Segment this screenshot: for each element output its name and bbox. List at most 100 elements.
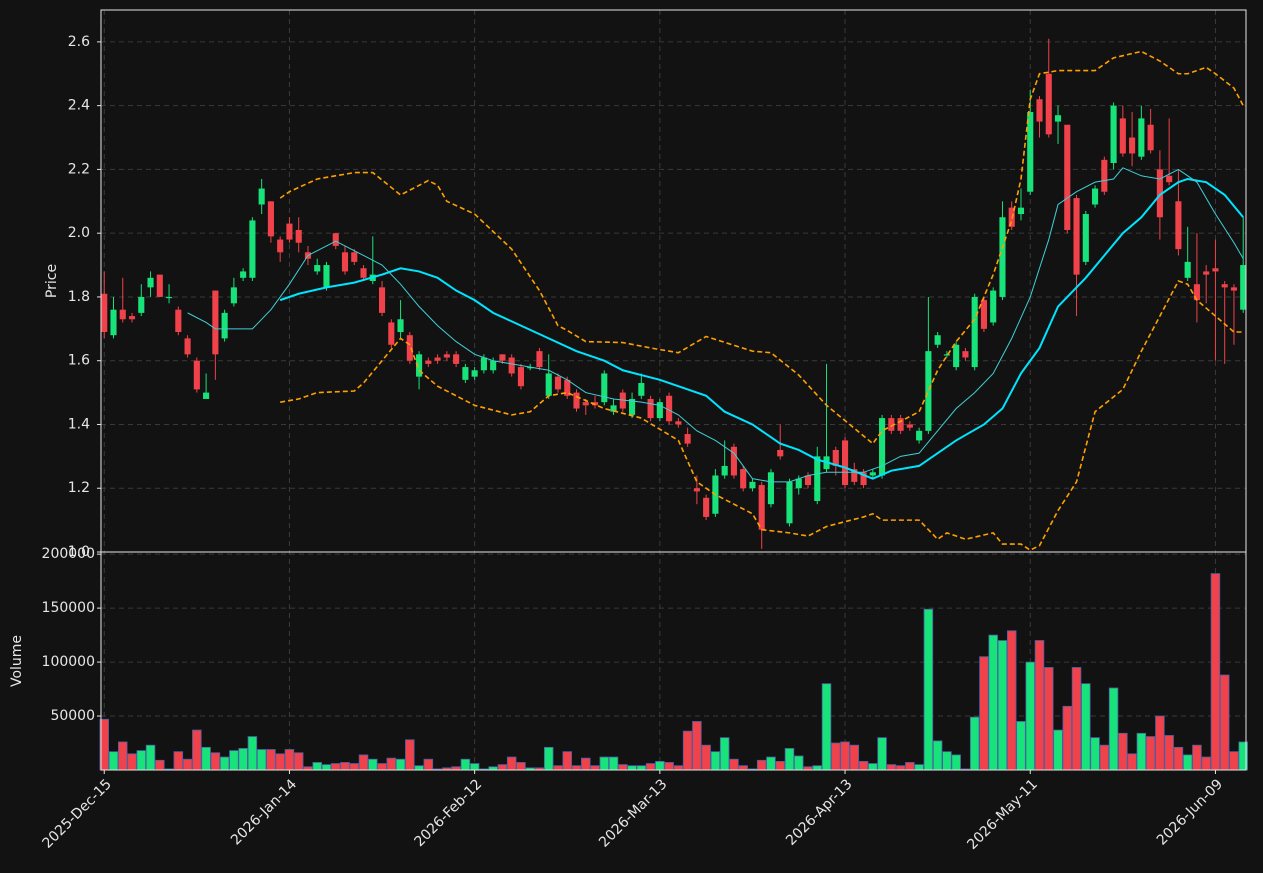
candle-body — [1147, 124, 1154, 151]
candle-body — [990, 290, 997, 323]
band-line — [280, 280, 1244, 552]
candle-body — [490, 360, 497, 371]
candle-body — [517, 367, 524, 387]
candle-body — [851, 469, 858, 482]
candle-body — [841, 440, 849, 486]
candle-body — [1082, 214, 1089, 262]
volume-bar — [849, 744, 860, 771]
candle-body — [860, 472, 867, 486]
volume-bar — [738, 765, 748, 771]
candle-body — [1221, 284, 1228, 288]
candle-body — [351, 252, 358, 262]
candle-body — [286, 223, 293, 240]
candle-body — [749, 481, 756, 489]
candle-body — [360, 268, 367, 278]
volume-bar — [1016, 721, 1026, 771]
candle-body — [267, 201, 274, 237]
y-tick-label: 2.6 — [68, 34, 90, 50]
volume-bar — [340, 762, 350, 771]
volume-bar — [1145, 736, 1156, 771]
volume-bar — [1044, 667, 1054, 771]
candle-body — [554, 376, 562, 390]
volume-bar — [127, 753, 137, 771]
candle-body — [277, 239, 284, 253]
volume-bar — [1182, 754, 1193, 771]
candle-body — [378, 287, 386, 313]
candle-body — [601, 373, 608, 403]
candle-body — [341, 252, 349, 272]
volume-bar — [1034, 640, 1045, 771]
y-tick-label: 1.0 — [68, 544, 90, 560]
candle-body — [388, 322, 395, 345]
candle-body — [786, 481, 793, 524]
volume-bar — [821, 683, 832, 771]
candle-body — [1184, 261, 1191, 278]
candle-body — [879, 418, 886, 476]
volume-bar — [266, 749, 276, 771]
volume-bar — [997, 640, 1008, 771]
candle-body — [1073, 198, 1080, 275]
volume-bar — [562, 751, 572, 771]
volume-bar — [543, 746, 554, 771]
candle-body — [203, 392, 210, 399]
y-tick-label: 1.6 — [68, 353, 90, 369]
candle-body — [730, 446, 737, 476]
candle-body — [906, 424, 913, 428]
volume-bar — [932, 740, 943, 771]
volume-bar — [349, 763, 360, 771]
candle-body — [740, 469, 747, 489]
volume-bar — [571, 765, 582, 771]
volume-bar — [497, 764, 508, 771]
volume-bar — [645, 763, 656, 771]
candle-body — [258, 188, 265, 205]
candle-body — [193, 360, 200, 390]
candle-body — [527, 367, 534, 369]
y-axis-title: Price — [44, 264, 60, 298]
volume-bar — [868, 763, 878, 771]
volume-bar — [553, 765, 563, 771]
candle-body — [666, 395, 673, 422]
volume-bar — [1062, 705, 1073, 771]
average-line — [187, 167, 1244, 483]
candle-body — [916, 430, 923, 441]
volume-bar — [1025, 661, 1035, 771]
candle-body — [777, 449, 784, 457]
volume-bar — [423, 758, 434, 771]
candle-body — [1240, 265, 1247, 310]
volume-bar — [192, 729, 202, 771]
volume-bar — [942, 751, 952, 771]
volume-bar — [247, 736, 258, 771]
volume-bar — [293, 752, 304, 771]
candle-body — [1092, 188, 1099, 205]
volume-frame — [100, 551, 1247, 771]
band-line — [279, 50, 1244, 445]
volume-bar — [405, 739, 415, 771]
candle-body — [1212, 268, 1219, 272]
candle-body — [693, 488, 700, 492]
candle-body — [980, 300, 987, 329]
candle-body — [166, 296, 173, 299]
candle-body — [897, 418, 904, 431]
candle-body — [573, 392, 580, 409]
mark-layer — [99, 38, 1248, 771]
volume-bar — [608, 756, 619, 771]
volume-bar — [775, 760, 785, 771]
y-tick-label: 100000 — [42, 654, 95, 670]
candle-body — [1230, 287, 1238, 291]
candle-body — [110, 309, 117, 336]
volume-bar — [386, 757, 397, 771]
candle-body — [156, 274, 163, 297]
volume-bar — [1173, 746, 1184, 771]
candle-body — [434, 357, 441, 361]
volume-bar — [590, 765, 600, 771]
candle-body — [323, 265, 330, 288]
candle-body — [212, 290, 219, 355]
candle-body — [675, 421, 682, 425]
volume-bar — [358, 754, 369, 771]
volume-bar — [951, 754, 961, 771]
candle-body — [1193, 284, 1200, 301]
candle-body — [1156, 169, 1163, 218]
volume-bar — [182, 758, 193, 771]
volume-bar — [840, 741, 850, 771]
